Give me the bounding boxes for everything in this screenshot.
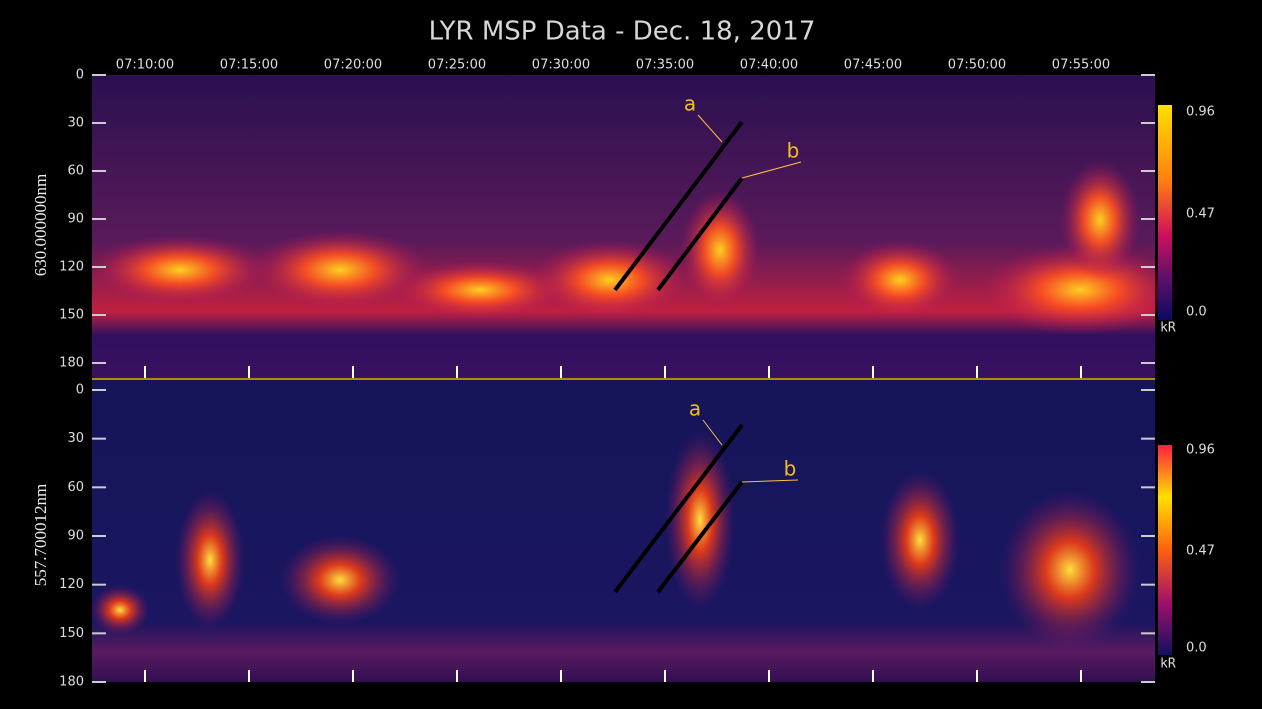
chart-title: LYR MSP Data - Dec. 18, 2017	[429, 17, 816, 47]
panel-image	[92, 380, 1155, 682]
y-tick-label: 120	[59, 260, 84, 275]
y-tick-label: 0	[76, 383, 84, 398]
colorbar-tick-label: 0.47	[1186, 207, 1215, 222]
y-tick-label: 60	[67, 480, 84, 495]
y-axis-label: 630.000000nm	[31, 174, 50, 276]
colorbar	[1158, 105, 1172, 320]
panel-image	[92, 75, 1155, 378]
x-tick-label: 07:35:00	[636, 58, 694, 73]
x-tick-label: 07:30:00	[532, 58, 590, 73]
y-tick-label: 60	[67, 164, 84, 179]
annotation-label: b	[784, 457, 797, 481]
x-tick-label: 07:45:00	[844, 58, 902, 73]
y-tick-label: 120	[59, 577, 84, 592]
colorbar-unit: kR	[1160, 657, 1176, 672]
y-tick-label: 90	[67, 529, 84, 544]
y-tick-label: 150	[59, 626, 84, 641]
chart: LYR MSP Data - Dec. 18, 2017 07:10:00 07:…	[0, 0, 1262, 709]
y-axis-label: 557.700012nm	[31, 484, 50, 586]
x-tick-label: 07:25:00	[428, 58, 486, 73]
colorbar-tick-label: 0.47	[1186, 544, 1215, 559]
x-tick-label: 07:10:00	[116, 58, 174, 73]
y-tick-label: 30	[67, 116, 84, 131]
y-tick-label: 0	[76, 68, 84, 83]
y-tick-label: 180	[59, 356, 84, 371]
y-tick-label: 180	[59, 675, 84, 690]
colorbar-tick-label: 0.96	[1186, 443, 1215, 458]
colorbar-tick-label: 0.0	[1186, 305, 1207, 320]
x-tick-label: 07:20:00	[324, 58, 382, 73]
annotation-label: a	[684, 92, 696, 116]
colorbar	[1158, 445, 1172, 655]
colorbar-tick-label: 0.0	[1186, 641, 1207, 656]
annotation-label: a	[689, 397, 701, 421]
x-tick-label: 07:15:00	[220, 58, 278, 73]
x-tick-label: 07:40:00	[740, 58, 798, 73]
y-tick-label: 90	[67, 212, 84, 227]
colorbar-tick-label: 0.96	[1186, 105, 1215, 120]
annotation-label: b	[787, 139, 800, 163]
x-tick-label: 07:55:00	[1052, 58, 1110, 73]
y-tick-label: 150	[59, 308, 84, 323]
y-tick-label: 30	[67, 431, 84, 446]
x-tick-label: 07:50:00	[948, 58, 1006, 73]
colorbar-unit: kR	[1160, 321, 1176, 336]
